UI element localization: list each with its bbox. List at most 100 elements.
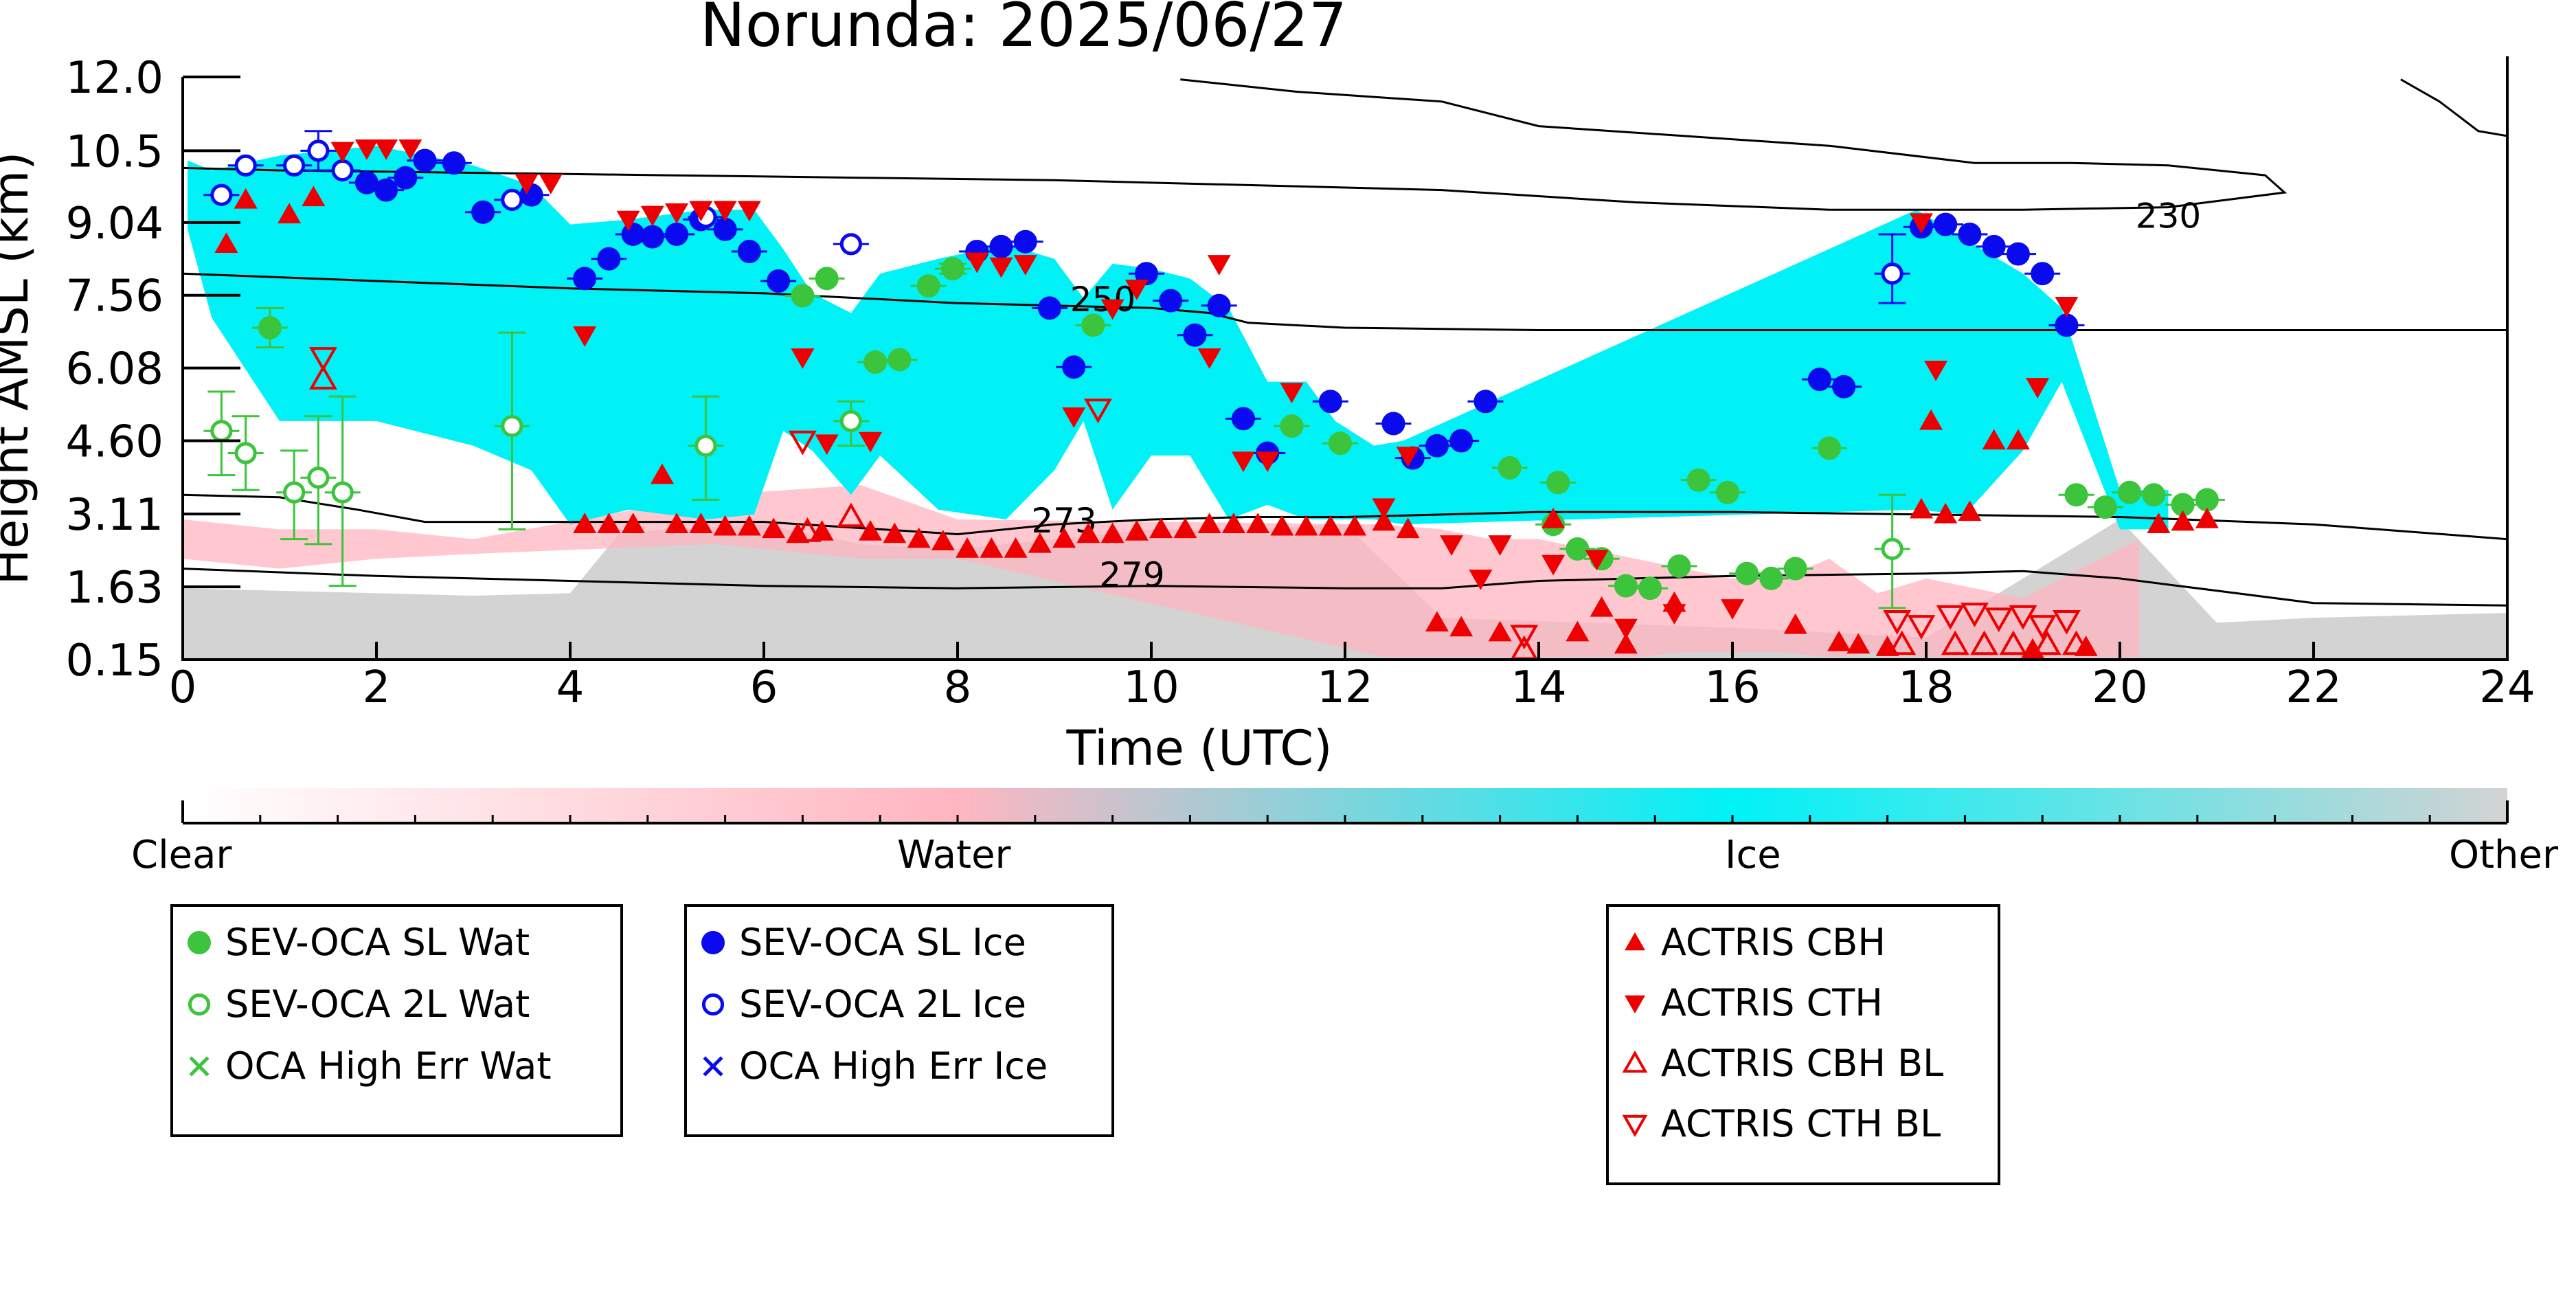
- legend-marker: [189, 1056, 210, 1077]
- legend-marker: [701, 993, 725, 1016]
- data-point: [573, 267, 597, 291]
- data-point: [1294, 515, 1318, 536]
- data-point: [815, 434, 839, 456]
- data-point: [1958, 500, 1982, 521]
- data-point: [2055, 313, 2079, 337]
- data-point: [398, 139, 422, 160]
- data-point: [1735, 561, 1759, 585]
- data-point: [689, 201, 713, 222]
- y-tick-label: 1.63: [66, 563, 164, 614]
- data-point: [762, 517, 786, 539]
- data-point: [1488, 620, 1512, 642]
- data-point: [788, 430, 817, 456]
- data-point: [2033, 630, 2061, 655]
- data-point: [234, 154, 257, 177]
- data-point: [2009, 605, 2037, 630]
- legend-box-actris: ACTRIS CBH ACTRIS CTH ACTRIS CBH BL ACTRIS …: [1606, 904, 2000, 1185]
- legend-label: SEV-OCA 2L Wat: [225, 983, 530, 1026]
- data-point: [1134, 262, 1158, 286]
- data-point: [2055, 297, 2079, 317]
- data-point: [1982, 429, 2006, 450]
- colorbar-label: Other: [2449, 833, 2559, 877]
- data-point: [694, 434, 717, 457]
- data-point: [1149, 517, 1173, 539]
- data-point: [573, 326, 597, 347]
- data-point: [989, 234, 1013, 258]
- contour-label: 230: [2136, 197, 2201, 236]
- data-point: [2195, 508, 2219, 528]
- data-point: [1425, 611, 1449, 632]
- axes: 0 2 4 6 8 10 12 14 16 18 20 22 240.151.633.114.606.0…: [66, 53, 2535, 713]
- data-point: [2195, 488, 2219, 512]
- data-point: [791, 284, 815, 308]
- legend-label: ACTRIS CBH: [1661, 921, 1886, 964]
- colorbar-label: Water: [897, 833, 1012, 877]
- legend-marker: [188, 931, 211, 954]
- data-point: [1125, 519, 1149, 541]
- data-point: [309, 347, 337, 372]
- data-point: [501, 188, 523, 212]
- data-point: [1585, 550, 1609, 571]
- data-point: [1037, 296, 1061, 320]
- legend-label: SEV-OCA SL Ice: [739, 921, 1026, 964]
- data-point: [1231, 451, 1255, 473]
- data-point: [1231, 407, 1255, 431]
- data-point: [1936, 605, 1965, 630]
- data-point: [1590, 596, 1614, 617]
- data-point: [1909, 497, 1933, 519]
- data-point: [1807, 368, 1831, 392]
- x-tick-label: 24: [2479, 662, 2535, 713]
- x-tick-label: 12: [1317, 662, 1372, 713]
- data-point: [916, 274, 940, 298]
- data-point: [1372, 498, 1396, 519]
- data-point: [859, 519, 883, 541]
- data-point: [1881, 262, 1903, 285]
- data-point: [471, 200, 495, 224]
- data-point: [1343, 515, 1367, 536]
- contour-line: [183, 493, 2507, 541]
- contour-line: [183, 272, 2507, 331]
- data-point: [640, 205, 664, 227]
- data-point: [965, 252, 989, 273]
- data-point: [1614, 633, 1638, 654]
- data-point: [713, 201, 737, 222]
- legend-marker: [701, 931, 725, 954]
- x-tick-label: 22: [2285, 662, 2341, 713]
- data-point: [2053, 610, 2081, 635]
- data-point: [1881, 537, 1903, 561]
- data-point: [1396, 517, 1420, 539]
- data-point: [1256, 451, 1280, 473]
- data-point: [1783, 557, 1807, 581]
- data-point: [616, 210, 640, 232]
- data-point: [640, 225, 664, 249]
- data-point: [1173, 517, 1197, 539]
- data-point: [1004, 537, 1028, 558]
- data-point: [1100, 299, 1125, 320]
- x-tick-label: 14: [1511, 662, 1566, 713]
- data-point: [1270, 515, 1294, 536]
- data-point: [2031, 262, 2055, 286]
- data-point: [1541, 554, 1566, 576]
- data-point: [1961, 603, 1989, 628]
- data-point: [597, 247, 621, 271]
- data-point: [956, 537, 980, 558]
- x-tick-label: 10: [1123, 662, 1179, 713]
- data-point: [1888, 630, 1917, 655]
- data-point: [793, 517, 822, 542]
- data-point: [1941, 630, 1969, 655]
- data-point: [1498, 456, 1522, 480]
- data-point: [2026, 378, 2050, 398]
- legend: SEV-OCA SL Wat SEV-OCA 2L Wat OCA High Err…: [170, 904, 2000, 1185]
- data-point: [1013, 229, 1037, 254]
- data-point: [1159, 289, 1183, 313]
- data-point: [1100, 522, 1125, 543]
- data-point: [309, 365, 337, 390]
- data-point: [331, 159, 354, 182]
- data-point: [1013, 255, 1037, 276]
- data-point: [2064, 483, 2088, 507]
- x-axis-label: Time (UTC): [1066, 720, 1333, 776]
- data-point: [307, 467, 330, 489]
- legend-frame: [1606, 904, 2000, 1185]
